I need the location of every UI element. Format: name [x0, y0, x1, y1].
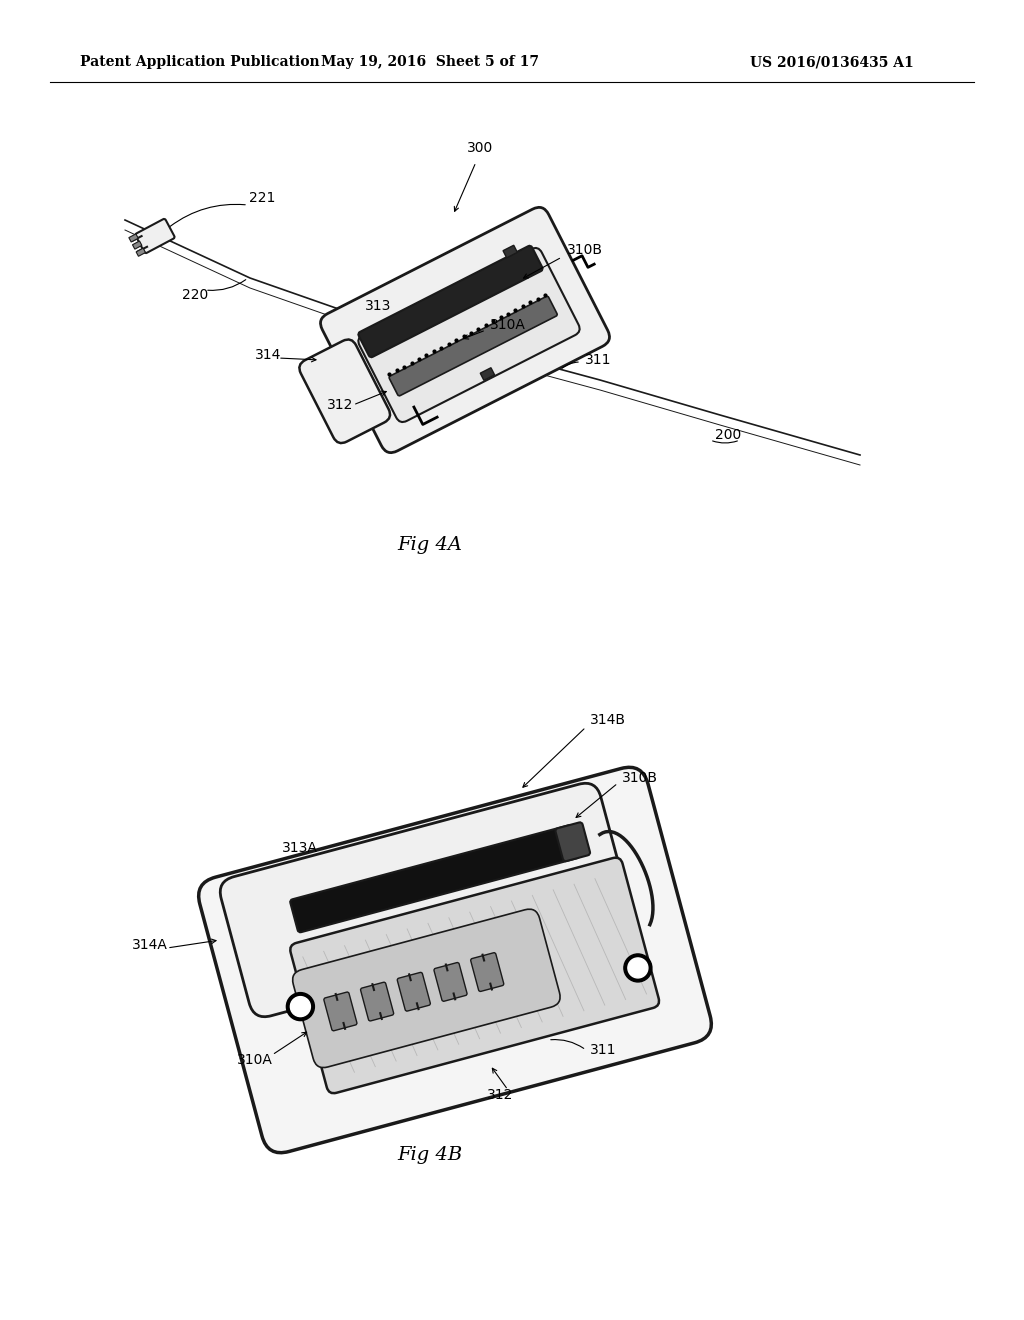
Circle shape [291, 997, 310, 1016]
Bar [480, 368, 495, 380]
FancyBboxPatch shape [397, 973, 430, 1011]
FancyBboxPatch shape [299, 339, 390, 444]
FancyBboxPatch shape [293, 909, 560, 1068]
Text: 310B: 310B [622, 771, 658, 785]
Text: Fig 4B: Fig 4B [397, 1146, 463, 1164]
Bar [129, 234, 138, 242]
Text: 314: 314 [255, 348, 282, 362]
Text: Patent Application Publication: Patent Application Publication [80, 55, 319, 69]
Text: 312: 312 [327, 399, 353, 412]
Text: 200: 200 [715, 428, 741, 442]
FancyBboxPatch shape [360, 982, 393, 1020]
Text: May 19, 2016  Sheet 5 of 17: May 19, 2016 Sheet 5 of 17 [321, 55, 539, 69]
Text: 311: 311 [590, 1043, 616, 1057]
Bar [132, 242, 142, 249]
Text: 313A: 313A [282, 841, 317, 855]
Circle shape [624, 954, 652, 982]
FancyBboxPatch shape [290, 825, 580, 932]
Bar [136, 248, 145, 256]
Circle shape [287, 993, 314, 1020]
Text: 300: 300 [467, 141, 494, 154]
Text: 310A: 310A [490, 318, 526, 333]
Text: 310B: 310B [567, 243, 603, 257]
Text: 314A: 314A [132, 939, 168, 952]
Text: 221: 221 [249, 191, 275, 205]
FancyBboxPatch shape [555, 822, 590, 861]
FancyBboxPatch shape [434, 962, 467, 1002]
FancyBboxPatch shape [290, 858, 659, 1093]
Text: 313: 313 [365, 300, 391, 313]
Text: US 2016/0136435 A1: US 2016/0136435 A1 [750, 55, 913, 69]
FancyBboxPatch shape [358, 246, 543, 358]
Text: 310A: 310A [238, 1053, 273, 1067]
Bar [503, 246, 517, 257]
FancyBboxPatch shape [220, 783, 630, 1016]
Text: 314B: 314B [590, 713, 626, 727]
FancyBboxPatch shape [324, 993, 357, 1031]
FancyBboxPatch shape [389, 296, 557, 396]
Text: 311: 311 [585, 352, 611, 367]
Text: Fig 4A: Fig 4A [397, 536, 463, 554]
FancyBboxPatch shape [471, 953, 504, 991]
Circle shape [628, 958, 648, 978]
Text: 220: 220 [182, 288, 208, 302]
FancyBboxPatch shape [321, 207, 609, 453]
FancyBboxPatch shape [199, 767, 712, 1152]
Text: 312: 312 [486, 1088, 513, 1102]
FancyBboxPatch shape [358, 248, 580, 422]
FancyBboxPatch shape [135, 219, 174, 253]
